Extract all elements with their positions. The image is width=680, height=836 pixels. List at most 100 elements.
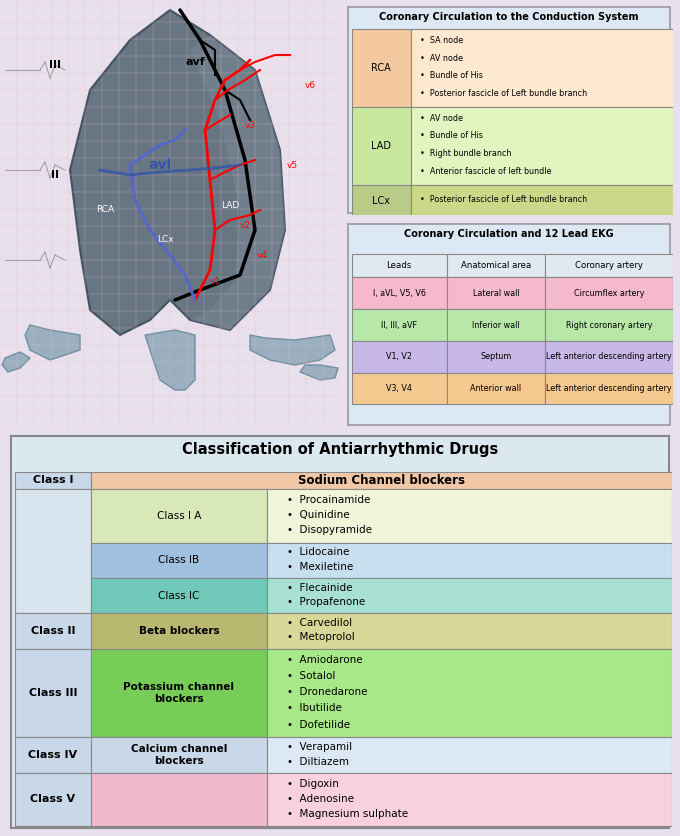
- Text: •  Ibutilide: • Ibutilide: [287, 703, 342, 713]
- Text: Class V: Class V: [30, 794, 75, 804]
- Text: •  AV node: • AV node: [420, 114, 464, 123]
- Bar: [447, 254, 545, 278]
- Text: •  Procainamide: • Procainamide: [287, 495, 370, 505]
- Text: Right coronary artery: Right coronary artery: [566, 320, 652, 329]
- Bar: [545, 373, 673, 405]
- Polygon shape: [25, 325, 80, 360]
- Bar: [91, 489, 267, 543]
- Bar: [267, 772, 672, 826]
- Bar: [91, 737, 267, 772]
- Bar: [352, 309, 447, 341]
- Bar: [267, 614, 672, 649]
- Text: Inferior wall: Inferior wall: [472, 320, 520, 329]
- Polygon shape: [145, 330, 195, 390]
- Text: RCA: RCA: [371, 63, 391, 73]
- Bar: [411, 107, 679, 185]
- Text: •  Anterior fascicle of left bundle: • Anterior fascicle of left bundle: [420, 167, 552, 176]
- Bar: [447, 278, 545, 309]
- Text: •  Digoxin: • Digoxin: [287, 778, 339, 788]
- Bar: [352, 185, 411, 217]
- Text: •  Verapamil: • Verapamil: [287, 742, 352, 752]
- Bar: [91, 614, 267, 649]
- Text: Sodium Channel blockers: Sodium Channel blockers: [298, 474, 465, 487]
- Text: Leads: Leads: [386, 261, 412, 270]
- Text: II: II: [51, 170, 59, 180]
- Bar: [352, 29, 411, 107]
- Polygon shape: [2, 352, 30, 372]
- Text: •  Propafenone: • Propafenone: [287, 597, 365, 607]
- Text: Class IV: Class IV: [29, 750, 78, 760]
- Text: Coronary Circulation to the Conduction System: Coronary Circulation to the Conduction S…: [379, 13, 639, 23]
- Bar: [411, 29, 679, 107]
- Text: •  Mexiletine: • Mexiletine: [287, 562, 353, 572]
- Polygon shape: [250, 335, 335, 365]
- Bar: [267, 649, 672, 737]
- Text: •  Diltiazem: • Diltiazem: [287, 757, 349, 767]
- Text: Class II: Class II: [31, 626, 75, 636]
- Text: Calcium channel
blockers: Calcium channel blockers: [131, 744, 227, 766]
- Bar: [267, 737, 672, 772]
- Bar: [267, 543, 672, 578]
- Text: V1, V2: V1, V2: [386, 352, 412, 361]
- Text: •  Bundle of His: • Bundle of His: [420, 131, 483, 140]
- Text: Beta blockers: Beta blockers: [139, 626, 219, 636]
- Text: LCx: LCx: [156, 236, 173, 244]
- Bar: [545, 341, 673, 373]
- Text: •  Disopyramide: • Disopyramide: [287, 525, 372, 535]
- Polygon shape: [300, 365, 338, 380]
- Bar: [545, 309, 673, 341]
- Text: •  Right bundle branch: • Right bundle branch: [420, 149, 512, 158]
- Polygon shape: [70, 10, 285, 335]
- Bar: [352, 107, 411, 185]
- Text: avf: avf: [185, 57, 205, 67]
- Text: Left anterior descending artery: Left anterior descending artery: [546, 352, 672, 361]
- Text: III: III: [49, 60, 61, 70]
- Bar: [545, 254, 673, 278]
- Text: •  Adenosine: • Adenosine: [287, 793, 354, 803]
- Bar: [15, 649, 91, 737]
- Text: •  Dofetilide: • Dofetilide: [287, 720, 350, 730]
- Bar: [447, 309, 545, 341]
- Text: v4: v4: [256, 251, 267, 259]
- Text: •  SA node: • SA node: [420, 36, 464, 45]
- Text: Class I: Class I: [33, 476, 73, 486]
- Text: •  Amiodarone: • Amiodarone: [287, 655, 362, 665]
- Bar: [411, 185, 679, 217]
- Text: Class I A: Class I A: [157, 511, 201, 521]
- Text: Coronary Circulation and 12 Lead EKG: Coronary Circulation and 12 Lead EKG: [404, 229, 614, 239]
- Text: •  Dronedarone: • Dronedarone: [287, 687, 367, 697]
- Bar: [15, 737, 91, 772]
- Bar: [91, 772, 267, 826]
- Bar: [91, 578, 267, 614]
- Text: Circumflex artery: Circumflex artery: [574, 288, 644, 298]
- Bar: [352, 341, 447, 373]
- Text: LAD: LAD: [371, 140, 391, 150]
- Bar: [352, 254, 447, 278]
- Text: Classification of Antiarrhythmic Drugs: Classification of Antiarrhythmic Drugs: [182, 442, 498, 457]
- Bar: [545, 278, 673, 309]
- Text: •  Bundle of His: • Bundle of His: [420, 71, 483, 80]
- Text: Lateral wall: Lateral wall: [473, 288, 520, 298]
- Text: I, aVL, V5, V6: I, aVL, V5, V6: [373, 288, 426, 298]
- Text: Potassium channel
blockers: Potassium channel blockers: [124, 682, 235, 704]
- Text: V3, V4: V3, V4: [386, 384, 412, 393]
- Text: •  Flecainide: • Flecainide: [287, 583, 352, 593]
- Bar: [447, 373, 545, 405]
- Bar: [352, 373, 447, 405]
- Text: Anatomical area: Anatomical area: [461, 261, 531, 270]
- Text: Left anterior descending artery: Left anterior descending artery: [546, 384, 672, 393]
- Text: •  Carvedilol: • Carvedilol: [287, 619, 352, 629]
- Text: •  Quinidine: • Quinidine: [287, 510, 350, 520]
- Text: v3: v3: [244, 120, 256, 130]
- Bar: [447, 341, 545, 373]
- Bar: [15, 614, 91, 649]
- Text: Coronary artery: Coronary artery: [575, 261, 643, 270]
- Text: II, III, aVF: II, III, aVF: [381, 320, 417, 329]
- Polygon shape: [190, 35, 285, 330]
- Text: LCx: LCx: [372, 196, 390, 206]
- Bar: [15, 489, 91, 614]
- Text: •  Magnesium sulphate: • Magnesium sulphate: [287, 809, 408, 819]
- Text: Class IB: Class IB: [158, 555, 199, 565]
- Bar: [15, 772, 91, 826]
- Text: •  Posterior fascicle of Left bundle branch: • Posterior fascicle of Left bundle bran…: [420, 89, 588, 98]
